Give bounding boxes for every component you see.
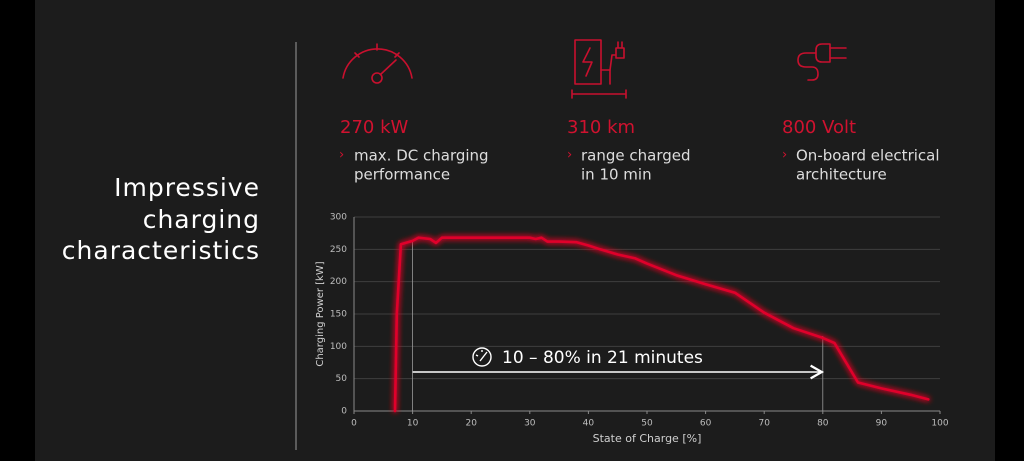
y-axis-label: Charging Power [kW] (315, 261, 326, 366)
kpi-text: architecture (796, 166, 887, 184)
title: Impressive charging characteristics (62, 173, 260, 265)
x-axis-label: State of Charge [%] (593, 432, 702, 445)
title-line: charging (143, 205, 260, 234)
slide-background (35, 0, 995, 461)
y-tick-label: 300 (330, 213, 347, 223)
y-tick-label: 200 (330, 277, 347, 287)
kpi-text: range charged (581, 147, 691, 165)
y-tick-label: 0 (341, 407, 347, 417)
gauge-glyph (472, 347, 492, 367)
kpi: 800 Volt › On-board electrical architect… (782, 117, 940, 184)
kpi-value: 270 kW (340, 117, 409, 138)
kpi-text: in 10 min (581, 166, 652, 184)
kpi-value: 800 Volt (782, 117, 856, 138)
y-tick-label: 150 (330, 310, 347, 320)
chevron: › (567, 148, 572, 163)
kpis: 270 kW › max. DC charging performance 31… (339, 117, 940, 184)
y-tick-label: 50 (336, 374, 348, 384)
y-tick-label: 100 (330, 342, 347, 352)
kpi: 310 km › range charged in 10 min (567, 117, 691, 184)
x-tick-label: 30 (524, 419, 536, 429)
kpi-value: 310 km (567, 117, 635, 138)
kpi-text: On-board electrical (796, 147, 940, 165)
kpi-text: max. DC charging (354, 147, 489, 165)
x-tick-label: 40 (583, 419, 595, 429)
title-line: characteristics (62, 236, 260, 265)
x-tick-label: 50 (641, 419, 653, 429)
kpi-text: performance (354, 166, 450, 184)
x-tick-label: 60 (700, 419, 712, 429)
x-tick-label: 100 (931, 419, 948, 429)
chevron: › (339, 148, 344, 163)
x-tick-label: 0 (351, 419, 357, 429)
charger-icon (571, 39, 627, 99)
highlight-label: 10 – 80% in 21 minutes (502, 348, 703, 368)
power-curve (393, 236, 930, 413)
gauge-icon (342, 43, 413, 84)
gauge-glyph-ring (472, 347, 492, 367)
kpi: 270 kW › max. DC charging performance (339, 117, 489, 184)
chart: 0 50 100 150 200 250 300 0 10 20 30 40 50 60 70 80 90 100… (315, 213, 949, 446)
chevron: › (782, 148, 787, 163)
plug-icon (797, 43, 847, 81)
gauge-glyph-needle (475, 350, 488, 362)
x-tick-label: 80 (817, 419, 829, 429)
y-tick-label: 250 (330, 245, 347, 255)
x-tick-label: 70 (758, 419, 770, 429)
title-line: Impressive (114, 173, 260, 202)
x-tick-label: 10 (407, 419, 419, 429)
x-tick-label: 90 (876, 419, 888, 429)
x-tick-label: 20 (465, 419, 477, 429)
